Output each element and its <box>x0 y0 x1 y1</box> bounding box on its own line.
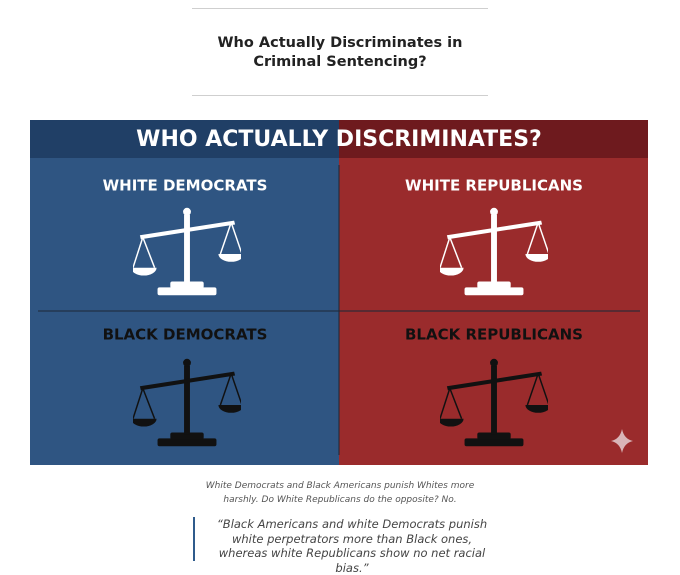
divider <box>192 95 488 96</box>
quadrant-label: WHITE REPUBLICANS <box>405 177 583 195</box>
quadrant-label: BLACK DEMOCRATS <box>103 326 268 344</box>
quadrant-label: WHITE DEMOCRATS <box>103 177 268 195</box>
quadrant-label: BLACK REPUBLICANS <box>405 326 583 344</box>
article-title: Who Actually Discriminates in Criminal S… <box>217 35 463 70</box>
sparkle <box>611 429 633 453</box>
quote-text: “Black Americans and white Democrats pun… <box>216 517 488 575</box>
figure-image: WHO ACTUALLY DISCRIMINATES? WHITE DEMOCR… <box>30 120 648 465</box>
blockquote: “Black Americans and white Democrats pun… <box>193 517 497 575</box>
banner: WHO ACTUALLY DISCRIMINATES? <box>136 127 542 152</box>
divider <box>192 8 488 9</box>
figure-caption: White Democrats and Black Americans puni… <box>205 481 475 505</box>
